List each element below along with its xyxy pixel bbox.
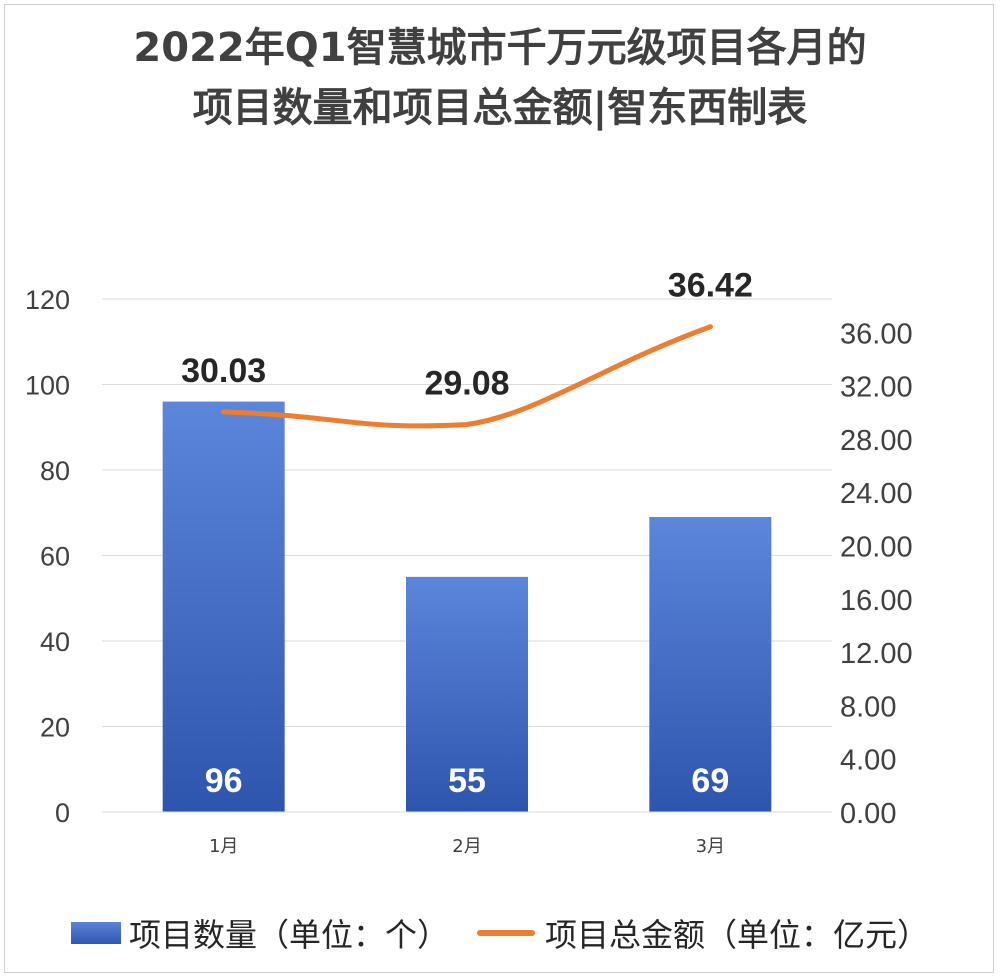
chart-title-line-2: 项目数量和项目总金额|智东西制表 [192, 85, 808, 131]
y-right-tick-label: 20.00 [840, 532, 913, 564]
x-tick-label: 3月 [696, 836, 725, 857]
y-left-tick-label: 120 [25, 285, 70, 315]
bar-data-label: 55 [448, 762, 486, 800]
legend-item-bar: 项目数量（单位：个） [70, 910, 449, 956]
y-right-tick-label: 12.00 [840, 638, 913, 670]
legend-line-label: 项目总金额（单位：亿元） [545, 916, 930, 954]
x-tick-label: 1月 [209, 836, 238, 857]
legend-line-swatch [477, 930, 535, 936]
y-left-tick-label: 20 [40, 713, 70, 743]
chart-title-line-1: 2022年Q1智慧城市千万元级项目各月的 [133, 25, 867, 71]
line-data-label: 30.03 [181, 352, 266, 390]
line-data-label: 36.42 [668, 267, 753, 305]
line-point [707, 324, 713, 330]
y-right-tick-label: 0.00 [840, 798, 896, 830]
line-data-label: 29.08 [424, 365, 509, 403]
bar [649, 517, 772, 812]
bar [162, 401, 285, 812]
y-right-tick-label: 36.00 [840, 318, 913, 350]
y-right-tick-label: 16.00 [840, 585, 913, 617]
y-right-tick-label: 4.00 [840, 745, 896, 777]
legend-bar-swatch [70, 922, 121, 944]
chart-frame [4, 4, 994, 973]
bar [406, 576, 528, 812]
chart-legend: 项目数量（单位：个） 项目总金额（单位：亿元） [0, 910, 1000, 956]
y-left-tick-label: 40 [40, 627, 70, 657]
y-right-tick-label: 8.00 [840, 691, 896, 723]
bar-data-label: 69 [691, 762, 729, 800]
combo-chart: 0 20 40 60 80 100 120 0.00 4.00 8.00 12.00 16.00 20.… [25, 267, 913, 857]
y-right-tick-label: 32.00 [840, 372, 913, 404]
x-tick-label: 2月 [452, 836, 481, 857]
y-left-tick-label: 80 [40, 456, 70, 486]
line-point [464, 422, 470, 428]
y-left-tick-label: 100 [25, 371, 70, 401]
y-right-tick-label: 24.00 [840, 478, 913, 510]
legend-bar-label: 项目数量（单位：个） [128, 916, 449, 954]
legend-item-line: 项目总金额（单位：亿元） [477, 910, 929, 956]
y-left-tick-label: 60 [40, 542, 70, 572]
y-left-tick-label: 0 [55, 798, 70, 828]
y-right-tick-label: 28.00 [840, 425, 913, 457]
line-point [221, 409, 227, 415]
bar-data-label: 96 [205, 762, 243, 800]
